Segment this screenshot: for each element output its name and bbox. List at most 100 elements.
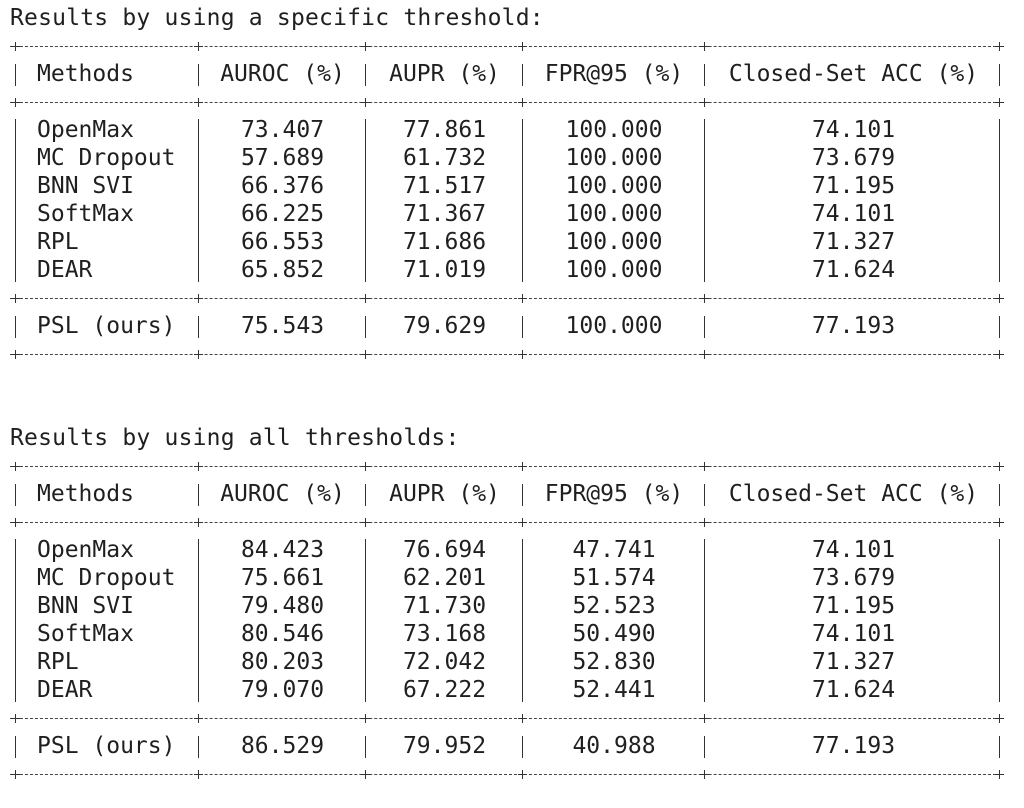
column-divider [198, 119, 199, 282]
auroc-cell: 75.661 [240, 565, 325, 591]
fpr95-cell: 100.000 [565, 313, 663, 339]
aupr-cell: AUPR (%) [389, 61, 500, 87]
table-row: BNN SVI 79.480 71.730 52.523 71.195 [10, 592, 1001, 620]
table-corner [11, 98, 20, 107]
table-corner [518, 462, 527, 471]
auroc-cell: 79.070 [240, 677, 325, 703]
method-cell: MC Dropout [37, 565, 176, 591]
column-divider [15, 119, 16, 282]
table-corner [194, 714, 203, 723]
closed-set-acc-cell: 71.195 [811, 173, 896, 199]
aupr-cell: 79.629 [402, 313, 487, 339]
table-corner [11, 770, 20, 779]
fpr95-cell: 40.988 [572, 733, 656, 759]
column-divider [704, 736, 705, 758]
fpr95-cell: FPR@95 (%) [544, 481, 684, 507]
method-cell: PSL (ours) [37, 313, 176, 339]
table-corner [995, 350, 1004, 359]
all-thresholds-section: Results by using all thresholds: Methods… [10, 424, 1010, 788]
closed-set-acc-cell: 74.101 [811, 537, 896, 563]
table-corner [194, 294, 203, 303]
auroc-cell: 66.376 [240, 173, 325, 199]
fpr95-cell: 100.000 [565, 117, 663, 143]
table-corner [361, 98, 370, 107]
table-border-bottom [10, 340, 1004, 368]
column-divider [704, 539, 705, 702]
header-row: Methods AUROC (%) AUPR (%) FPR@95 (%) Closed… [10, 480, 1001, 508]
table-row: OpenMax 73.407 77.861 100.000 74.101 [10, 116, 1001, 144]
table-corner [194, 462, 203, 471]
method-cell: DEAR [37, 677, 93, 703]
method-cell: PSL (ours) [37, 733, 176, 759]
table-corner [700, 42, 709, 51]
table-corner [700, 714, 709, 723]
auroc-cell: 75.543 [240, 313, 325, 339]
closed-set-acc-cell: 71.327 [811, 229, 896, 255]
aupr-cell: 76.694 [402, 537, 487, 563]
auroc-cell: 79.480 [240, 593, 325, 619]
fpr95-cell: FPR@95 (%) [544, 61, 684, 87]
table-corner [700, 770, 709, 779]
auroc-cell: 57.689 [240, 145, 325, 171]
section-heading: Results by using a specific threshold: [10, 5, 544, 31]
aupr-cell: 77.861 [402, 117, 487, 143]
fpr95-cell: 100.000 [565, 173, 663, 199]
method-cell: RPL [37, 649, 79, 675]
column-divider [704, 64, 705, 86]
aupr-cell: 71.019 [402, 257, 487, 283]
fpr95-cell: 100.000 [565, 145, 663, 171]
column-divider [15, 64, 16, 86]
auroc-cell: 73.407 [240, 117, 325, 143]
closed-set-acc-cell: 71.327 [811, 649, 896, 675]
table-corner [11, 42, 20, 51]
table-corner [700, 294, 709, 303]
table-corner [995, 770, 1004, 779]
fpr95-cell: 51.574 [572, 565, 656, 591]
column-divider [15, 484, 16, 506]
column-divider [198, 484, 199, 506]
table-corner [194, 98, 203, 107]
auroc-cell: 80.203 [240, 649, 325, 675]
closed-set-acc-cell: 77.193 [811, 733, 896, 759]
table-corner [11, 518, 20, 527]
column-divider [365, 64, 366, 86]
table-border-top [10, 452, 1004, 480]
table-border-bottom [10, 760, 1004, 788]
column-divider [999, 64, 1000, 86]
table-corner [995, 714, 1004, 723]
auroc-cell: 66.225 [240, 201, 325, 227]
auroc-cell: AUROC (%) [220, 61, 345, 87]
method-cell: DEAR [37, 257, 93, 283]
fpr95-cell: 100.000 [565, 257, 663, 283]
auroc-cell: 65.852 [240, 257, 325, 283]
table-corner [518, 98, 527, 107]
column-divider [15, 539, 16, 702]
column-divider [522, 316, 523, 338]
column-divider [522, 736, 523, 758]
column-divider [198, 736, 199, 758]
column-divider [522, 119, 523, 282]
table-corner [194, 518, 203, 527]
table-row: BNN SVI 66.376 71.517 100.000 71.195 [10, 172, 1001, 200]
table-corner [995, 42, 1004, 51]
aupr-cell: 72.042 [402, 649, 487, 675]
table-corner [361, 42, 370, 51]
column-divider [999, 119, 1000, 282]
table-corner [518, 770, 527, 779]
table-corner [518, 294, 527, 303]
method-cell: RPL [37, 229, 79, 255]
column-divider [365, 736, 366, 758]
table-corner [518, 42, 527, 51]
closed-set-acc-cell: 74.101 [811, 117, 896, 143]
table-row: DEAR 79.070 67.222 52.441 71.624 [10, 676, 1001, 704]
method-cell: SoftMax [37, 621, 134, 647]
closed-set-acc-cell: 74.101 [811, 201, 896, 227]
table-row: SoftMax 80.546 73.168 50.490 74.101 [10, 620, 1001, 648]
closed-set-acc-cell: 73.679 [811, 145, 896, 171]
column-divider [999, 316, 1000, 338]
column-divider [365, 316, 366, 338]
column-divider [198, 64, 199, 86]
method-cell: BNN SVI [37, 173, 134, 199]
table-corner [700, 98, 709, 107]
header-separator [10, 508, 1004, 536]
